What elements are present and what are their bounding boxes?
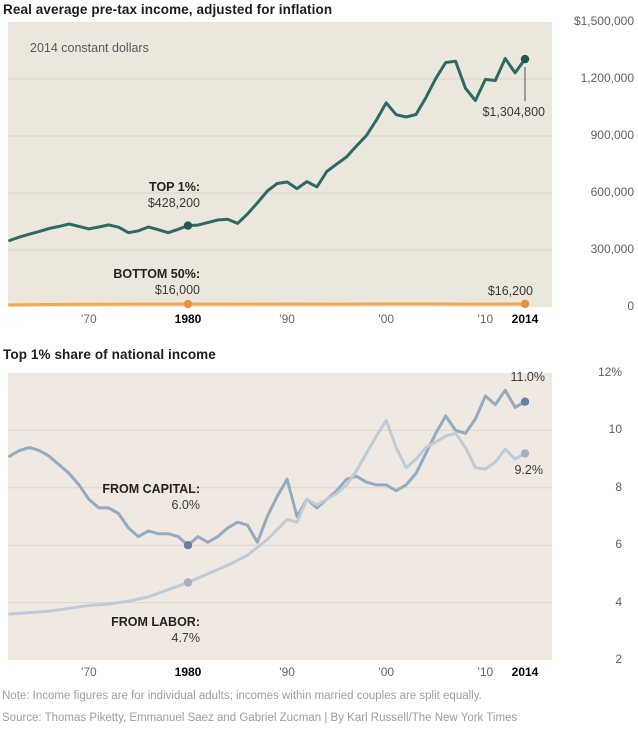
labor-annotation-label: FROM LABOR: bbox=[111, 615, 200, 629]
bottom50-annotation: BOTTOM 50%: $16,000 bbox=[113, 266, 200, 299]
x-axis-label: '90 bbox=[279, 312, 295, 326]
data-point-marker bbox=[183, 299, 193, 309]
series-line-from-capital bbox=[8, 388, 527, 547]
data-point-marker bbox=[183, 541, 193, 550]
x-axis-label: '90 bbox=[279, 665, 295, 679]
footer-note: Note: Income figures are for individual … bbox=[2, 690, 482, 702]
y-axis-label: 0 bbox=[627, 299, 634, 313]
data-point-marker bbox=[520, 54, 530, 64]
chart1-svg bbox=[8, 54, 552, 309]
x-axis-label: '10 bbox=[477, 665, 494, 679]
capital-annotation: FROM CAPITAL: 6.0% bbox=[102, 481, 200, 514]
chart2-plot-area bbox=[8, 373, 552, 660]
chart2-svg bbox=[8, 388, 552, 616]
y-axis-label: 600,000 bbox=[590, 185, 634, 199]
capital-annotation-label: FROM CAPITAL: bbox=[102, 482, 200, 496]
chart1-title: Real average pre-tax income, adjusted fo… bbox=[3, 2, 333, 17]
bottom50-endpoint-value: $16,200 bbox=[487, 284, 533, 298]
top1-endpoint-leader-line bbox=[524, 67, 526, 101]
top1-annotation-label: TOP 1%: bbox=[149, 180, 200, 194]
x-axis-label: 1980 bbox=[174, 665, 202, 679]
y-axis-label: 2 bbox=[615, 652, 622, 666]
data-point-marker bbox=[520, 299, 530, 309]
y-axis-label: 8 bbox=[615, 479, 622, 494]
y-axis-label: $1,500,000 bbox=[573, 14, 634, 28]
capital-annotation-value: 6.0% bbox=[171, 498, 201, 513]
chart1-plot-area bbox=[8, 22, 552, 307]
data-point-marker bbox=[520, 397, 530, 406]
x-axis-label: '70 bbox=[81, 665, 97, 679]
chart1-subtitle: 2014 constant dollars bbox=[30, 41, 149, 55]
data-point-marker bbox=[183, 578, 193, 587]
x-axis-label: '70 bbox=[81, 312, 97, 326]
data-point-marker bbox=[520, 449, 530, 458]
top1-annotation: TOP 1%: $428,200 bbox=[148, 179, 200, 212]
y-axis-label: 4 bbox=[615, 594, 622, 609]
labor-annotation: FROM LABOR: 4.7% bbox=[111, 614, 200, 647]
x-axis-label: '10 bbox=[477, 312, 494, 326]
capital-endpoint-value: 11.0% bbox=[510, 370, 545, 384]
bottom50-annotation-value: $16,000 bbox=[154, 283, 200, 298]
x-axis-label: 2014 bbox=[511, 312, 539, 326]
series-line-bottom-50- bbox=[8, 302, 527, 307]
bottom50-annotation-label: BOTTOM 50%: bbox=[113, 267, 200, 281]
data-point-marker bbox=[183, 221, 193, 230]
footer-source: Source: Thomas Piketty, Emmanuel Saez an… bbox=[2, 712, 518, 724]
top1-endpoint-value: $1,304,800 bbox=[482, 105, 545, 119]
x-axis-label: '00 bbox=[378, 665, 395, 679]
labor-annotation-value: 4.7% bbox=[171, 631, 201, 646]
top1-annotation-value: $428,200 bbox=[147, 196, 200, 211]
y-axis-label: 300,000 bbox=[590, 242, 634, 256]
y-axis-label: 12% bbox=[597, 365, 622, 379]
x-axis-label: 2014 bbox=[511, 665, 539, 679]
x-axis-label: '00 bbox=[378, 312, 395, 326]
y-axis-label: 900,000 bbox=[590, 128, 634, 142]
y-axis-label: 1,200,000 bbox=[580, 71, 634, 85]
y-axis-label: 10 bbox=[608, 422, 622, 437]
series-line-top-1- bbox=[8, 57, 527, 242]
y-axis-label: 6 bbox=[615, 537, 622, 552]
chart2-title: Top 1% share of national income bbox=[3, 347, 216, 362]
labor-endpoint-value: 9.2% bbox=[514, 463, 544, 477]
series-line-from-labor bbox=[8, 418, 527, 616]
x-axis-label: 1980 bbox=[174, 312, 202, 326]
